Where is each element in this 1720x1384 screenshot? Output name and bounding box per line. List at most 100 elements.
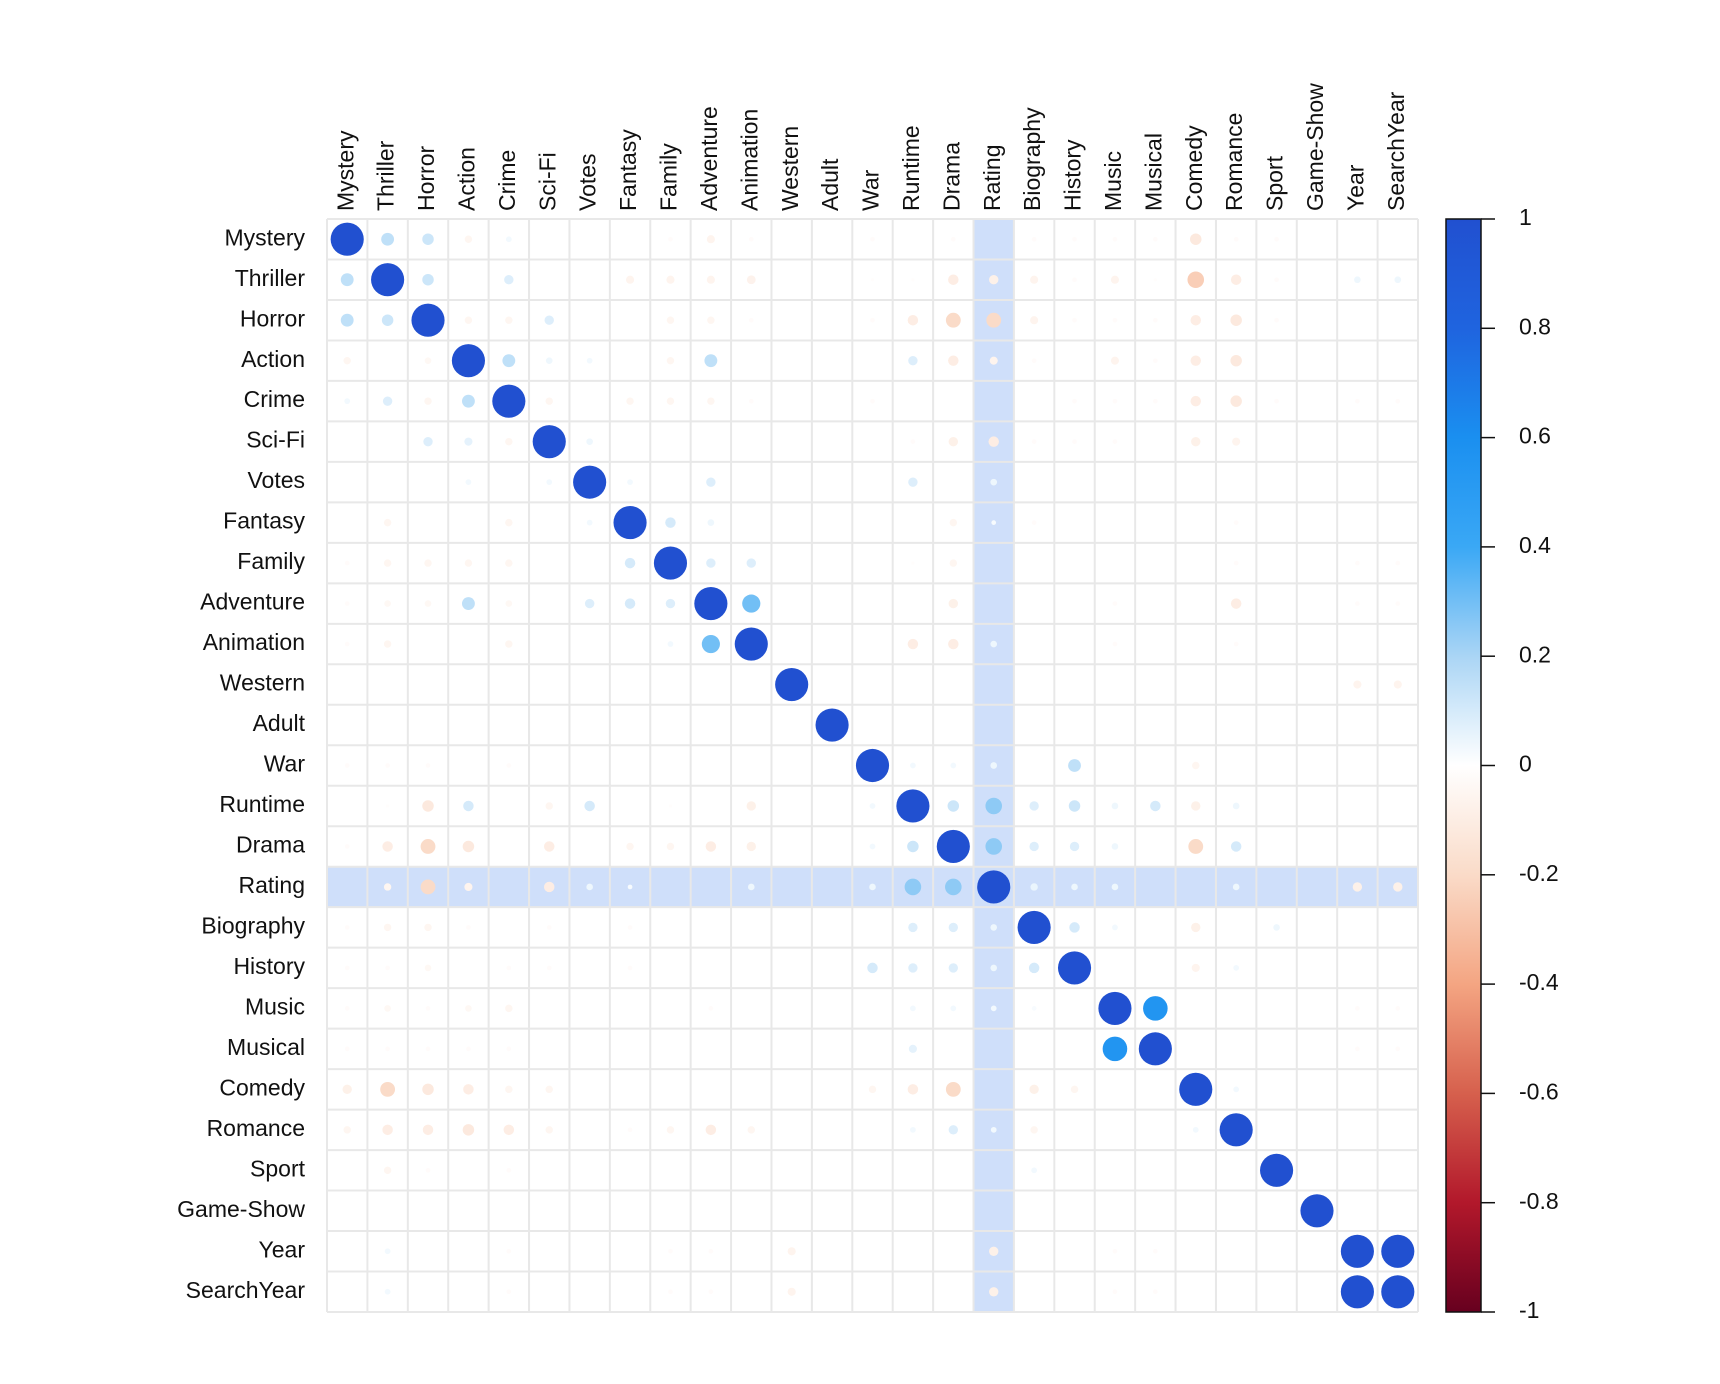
correlation-circle bbox=[990, 964, 998, 972]
correlation-circle bbox=[869, 883, 876, 891]
correlation-circle bbox=[1393, 882, 1403, 892]
correlation-circle bbox=[505, 518, 513, 527]
correlation-circle bbox=[532, 425, 566, 459]
correlation-circle bbox=[985, 838, 1003, 855]
correlation-circle bbox=[342, 1084, 352, 1095]
correlation-circle bbox=[1192, 1126, 1199, 1133]
correlation-circle bbox=[948, 963, 959, 973]
correlation-circle bbox=[505, 1004, 513, 1013]
correlation-circle bbox=[1394, 276, 1402, 284]
correlation-circle bbox=[1030, 883, 1038, 891]
correlation-circle bbox=[505, 236, 512, 243]
row-label: War bbox=[264, 751, 306, 777]
correlation-circle bbox=[748, 317, 754, 323]
correlation-circle bbox=[989, 1246, 999, 1256]
correlation-circle bbox=[1031, 1167, 1037, 1174]
correlation-circle bbox=[870, 398, 875, 404]
correlation-circle bbox=[948, 274, 959, 285]
correlation-circle bbox=[613, 506, 647, 540]
correlation-circle bbox=[787, 1247, 796, 1256]
correlation-circle bbox=[1187, 271, 1205, 289]
correlation-circle bbox=[1274, 398, 1279, 404]
correlation-circle bbox=[948, 922, 959, 933]
row-label: Family bbox=[237, 548, 305, 574]
correlation-circle bbox=[948, 436, 959, 447]
correlation-circle bbox=[706, 235, 715, 244]
row-label: Fantasy bbox=[223, 508, 305, 534]
correlation-circle bbox=[586, 438, 593, 445]
correlation-circle bbox=[1153, 1289, 1158, 1295]
correlation-circle bbox=[344, 1006, 350, 1011]
correlation-circle bbox=[1153, 317, 1158, 323]
correlation-circle bbox=[505, 559, 513, 567]
correlation-circle bbox=[787, 1287, 796, 1296]
correlation-circle bbox=[1219, 1113, 1253, 1147]
row-label: Music bbox=[245, 993, 305, 1019]
correlation-circle bbox=[382, 1124, 393, 1136]
correlation-circle bbox=[344, 763, 350, 768]
correlation-circle bbox=[464, 559, 473, 567]
correlation-circle bbox=[545, 802, 553, 810]
correlation-circle bbox=[666, 397, 675, 405]
correlation-circle bbox=[425, 1046, 431, 1052]
column-label: War bbox=[858, 169, 884, 211]
correlation-circle bbox=[466, 925, 471, 930]
correlation-circle bbox=[988, 436, 999, 447]
correlation-circle bbox=[747, 883, 755, 891]
correlation-circle bbox=[343, 1126, 351, 1134]
correlation-circle bbox=[1395, 1046, 1401, 1052]
correlation-circle bbox=[911, 278, 915, 282]
correlation-circle bbox=[990, 640, 998, 648]
correlation-circle bbox=[870, 278, 875, 282]
correlation-circle bbox=[665, 517, 676, 528]
correlation-circle bbox=[870, 317, 875, 323]
correlation-circle bbox=[385, 1046, 390, 1052]
column-label: Year bbox=[1342, 164, 1368, 211]
correlation-circle bbox=[1112, 1248, 1118, 1254]
correlation-circle bbox=[1274, 277, 1279, 283]
row-label: Comedy bbox=[219, 1074, 305, 1100]
correlation-circle bbox=[383, 923, 392, 932]
correlation-circle bbox=[1230, 314, 1242, 326]
correlation-circle bbox=[1072, 398, 1077, 404]
correlation-circle bbox=[904, 878, 922, 896]
correlation-circle bbox=[425, 1006, 431, 1011]
correlation-circle bbox=[945, 312, 961, 328]
row-label: Western bbox=[220, 670, 305, 696]
correlation-circle bbox=[627, 925, 633, 930]
correlation-circle bbox=[340, 273, 354, 287]
correlation-circle bbox=[344, 1046, 350, 1052]
correlation-circle bbox=[1072, 439, 1077, 444]
correlation-circle bbox=[1353, 680, 1362, 689]
correlation-circle bbox=[1190, 314, 1201, 326]
correlation-circle bbox=[1112, 398, 1118, 404]
correlation-circle bbox=[382, 841, 393, 852]
correlation-circle bbox=[1112, 317, 1118, 323]
correlation-circle bbox=[505, 600, 513, 607]
correlation-circle bbox=[1232, 437, 1241, 446]
row-label: Sport bbox=[250, 1155, 306, 1181]
correlation-circle bbox=[990, 1005, 997, 1012]
correlation-circle bbox=[1029, 841, 1039, 852]
correlation-circle bbox=[1031, 236, 1037, 242]
correlation-circle bbox=[989, 275, 999, 285]
correlation-circle bbox=[1030, 1126, 1038, 1134]
correlation-circle bbox=[1057, 951, 1092, 985]
correlation-circle bbox=[666, 356, 675, 365]
correlation-circle bbox=[907, 1084, 919, 1095]
correlation-circle bbox=[1112, 601, 1118, 606]
correlation-circle bbox=[424, 923, 432, 932]
correlation-circle bbox=[423, 436, 433, 447]
correlation-circle bbox=[464, 437, 473, 446]
correlation-circle bbox=[775, 667, 809, 702]
correlation-circle bbox=[464, 882, 473, 892]
correlation-circle bbox=[544, 841, 555, 852]
correlation-circle bbox=[707, 519, 715, 526]
correlation-circle bbox=[1233, 1086, 1240, 1093]
correlation-circle bbox=[380, 1081, 396, 1097]
column-label: Adult bbox=[817, 158, 843, 211]
correlation-circle bbox=[986, 312, 1002, 328]
correlation-circle bbox=[1111, 843, 1119, 850]
correlation-circle bbox=[708, 1006, 714, 1011]
correlation-circle bbox=[506, 1046, 512, 1052]
